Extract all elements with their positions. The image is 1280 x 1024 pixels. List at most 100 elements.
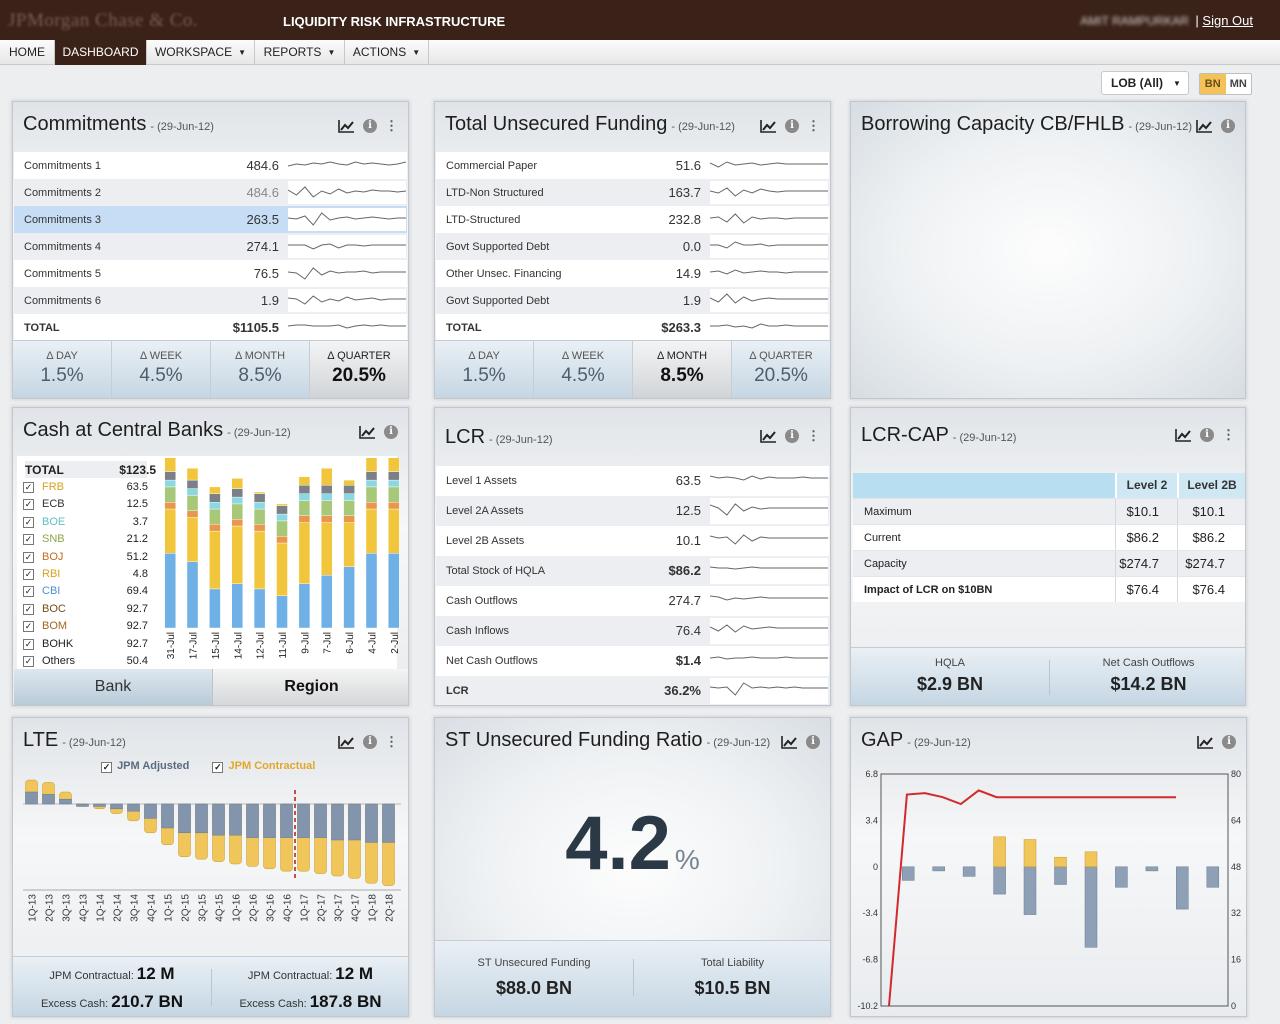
data-row[interactable]: Commitments 2 484.6 xyxy=(14,179,407,206)
info-icon[interactable]: i xyxy=(806,735,820,749)
nav-home[interactable]: HOME xyxy=(0,40,55,65)
bank-item[interactable]: ✓ Others 50.4 xyxy=(21,653,148,670)
data-row[interactable]: LTD-Structured 232.8 xyxy=(436,206,829,233)
legend-checkbox[interactable]: ✓ xyxy=(212,762,224,773)
summary-label: JPM Contractual: xyxy=(49,970,134,982)
data-row[interactable]: Commercial Paper 51.6 xyxy=(436,152,829,179)
delta-cell[interactable]: Δ DAY 1.5% xyxy=(435,341,534,398)
bank-item[interactable]: ✓ RBI 4.8 xyxy=(21,566,148,583)
nav-dashboard[interactable]: DASHBOARD xyxy=(55,40,147,65)
chart-icon[interactable] xyxy=(338,735,355,749)
chart-icon[interactable] xyxy=(1196,119,1213,133)
bank-item[interactable]: ✓ CBI 69.4 xyxy=(21,583,148,600)
bank-item[interactable]: ✓ BOC 92.7 xyxy=(21,601,148,618)
data-row[interactable]: TOTAL $1105.5 xyxy=(14,314,407,341)
data-row[interactable]: Commitments 6 1.9 xyxy=(14,287,407,314)
lcr-cap-row[interactable]: Capacity $274.7 $274.7 xyxy=(853,550,1245,576)
data-row[interactable]: Commitments 5 76.5 xyxy=(14,260,407,287)
data-row[interactable]: TOTAL $263.3 xyxy=(436,314,829,341)
info-icon[interactable]: i xyxy=(363,119,377,133)
cash-bar-segment xyxy=(320,500,333,517)
data-row[interactable]: Commitments 3 263.5 xyxy=(14,206,407,233)
info-icon[interactable]: i xyxy=(363,735,377,749)
delta-cell[interactable]: Δ QUARTER 20.5% xyxy=(732,341,830,398)
bank-checkbox[interactable]: ✓ xyxy=(23,586,34,598)
unit-bn-button[interactable]: BN xyxy=(1200,74,1226,94)
summary-value: $10.5 BN xyxy=(694,978,771,998)
data-row[interactable]: Commitments 1 484.6 xyxy=(14,152,407,179)
lcr-cap-row[interactable]: Maximum $10.1 $10.1 xyxy=(853,498,1245,524)
data-row[interactable]: Govt Supported Debt 1.9 xyxy=(436,287,829,314)
bank-checkbox[interactable]: ✓ xyxy=(23,499,34,511)
bank-checkbox[interactable]: ✓ xyxy=(23,569,34,580)
bank-item[interactable]: ✓ BOE 3.7 xyxy=(21,514,148,531)
nav-workspace[interactable]: WORKSPACE ▼ xyxy=(147,40,255,65)
bank-checkbox[interactable]: ✓ xyxy=(23,621,34,633)
bank-checkbox[interactable]: ✓ xyxy=(23,551,34,563)
bank-checkbox[interactable]: ✓ xyxy=(23,603,34,615)
chart-icon[interactable] xyxy=(338,119,355,133)
delta-cell[interactable]: Δ DAY 1.5% xyxy=(13,341,112,398)
legend-checkbox[interactable]: ✓ xyxy=(101,762,112,773)
data-row[interactable]: LCR 36.2% xyxy=(436,676,829,705)
data-row[interactable]: Commitments 4 274.1 xyxy=(14,233,407,260)
data-row[interactable]: Govt Supported Debt 0.0 xyxy=(436,233,829,260)
chart-icon[interactable] xyxy=(1197,735,1214,749)
bank-item[interactable]: ✓ BOJ 51.2 xyxy=(21,549,148,566)
bank-item[interactable]: ✓ BOM 92.7 xyxy=(21,618,148,635)
delta-cell[interactable]: Δ MONTH 8.5% xyxy=(211,341,310,398)
bank-item[interactable]: ✓ FRB 63.5 xyxy=(21,479,148,496)
lob-select[interactable]: LOB (All) ▼ xyxy=(1101,71,1189,95)
bank-item[interactable]: ✓ ECB 12.5 xyxy=(21,496,148,513)
info-icon[interactable]: i xyxy=(785,119,799,133)
unit-mn-button[interactable]: MN xyxy=(1229,78,1247,90)
info-icon[interactable]: i xyxy=(1221,119,1235,133)
row-value: $86.2 xyxy=(668,563,701,578)
cash-bar-segment xyxy=(320,522,333,576)
data-row[interactable]: Level 2A Assets 12.5 xyxy=(436,496,829,526)
data-row[interactable]: Cash Inflows 76.4 xyxy=(436,616,829,646)
lcr-cap-row[interactable]: Current $86.2 $86.2 xyxy=(853,524,1245,550)
cash-bar-segment xyxy=(186,479,199,489)
data-row[interactable]: Level 2B Assets 10.1 xyxy=(436,526,829,556)
data-row[interactable]: LTD-Non Structured 163.7 xyxy=(436,179,829,206)
info-icon[interactable]: i xyxy=(1222,735,1236,749)
info-icon[interactable]: i xyxy=(785,429,799,443)
delta-cell[interactable]: Δ WEEK 4.5% xyxy=(112,341,211,398)
delta-cell[interactable]: Δ QUARTER 20.5% xyxy=(310,341,408,398)
tab-region[interactable]: Region xyxy=(212,669,408,705)
sign-out-link[interactable]: Sign Out xyxy=(1202,13,1253,28)
data-row[interactable]: Level 1 Assets 63.5 xyxy=(436,466,829,496)
chart-icon[interactable] xyxy=(1175,428,1192,442)
bank-checkbox[interactable]: ✓ xyxy=(23,534,34,546)
more-options-icon[interactable]: ⋮ xyxy=(1222,427,1235,442)
chart-icon[interactable] xyxy=(760,119,777,133)
chart-icon[interactable] xyxy=(781,735,798,749)
lcr-cap-row[interactable]: Impact of LCR on $10BN $76.4 $76.4 xyxy=(853,576,1245,602)
delta-cell[interactable]: Δ MONTH 8.5% xyxy=(633,341,732,398)
tab-bank[interactable]: Bank xyxy=(14,669,212,705)
bank-checkbox[interactable]: ✓ xyxy=(23,516,34,528)
more-options-icon[interactable]: ⋮ xyxy=(385,734,398,749)
delta-cell[interactable]: Δ WEEK 4.5% xyxy=(534,341,633,398)
bank-item[interactable]: ✓ SNB 21.2 xyxy=(21,531,148,548)
info-icon[interactable]: i xyxy=(1200,428,1214,442)
more-options-icon[interactable]: ⋮ xyxy=(807,118,820,133)
data-row[interactable]: Net Cash Outflows $1.4 xyxy=(436,646,829,676)
chart-icon[interactable] xyxy=(359,425,376,439)
lte-bar-adjusted xyxy=(314,803,327,838)
data-row[interactable]: Total Stock of HQLA $86.2 xyxy=(436,556,829,586)
bank-checkbox[interactable]: ✓ xyxy=(23,638,34,650)
more-options-icon[interactable]: ⋮ xyxy=(807,428,820,443)
data-row[interactable]: Cash Outflows 274.7 xyxy=(436,586,829,616)
bank-item[interactable]: ✓ BOHK 92.7 xyxy=(21,636,148,653)
sparkline xyxy=(709,678,828,704)
chart-icon[interactable] xyxy=(760,429,777,443)
nav-actions[interactable]: ACTIONS ▼ xyxy=(345,40,429,65)
nav-reports[interactable]: REPORTS ▼ xyxy=(255,40,345,65)
more-options-icon[interactable]: ⋮ xyxy=(385,118,398,133)
bank-checkbox[interactable]: ✓ xyxy=(23,482,34,493)
info-icon[interactable]: i xyxy=(384,425,398,439)
bank-checkbox[interactable]: ✓ xyxy=(23,656,34,667)
data-row[interactable]: Other Unsec. Financing 14.9 xyxy=(436,260,829,287)
